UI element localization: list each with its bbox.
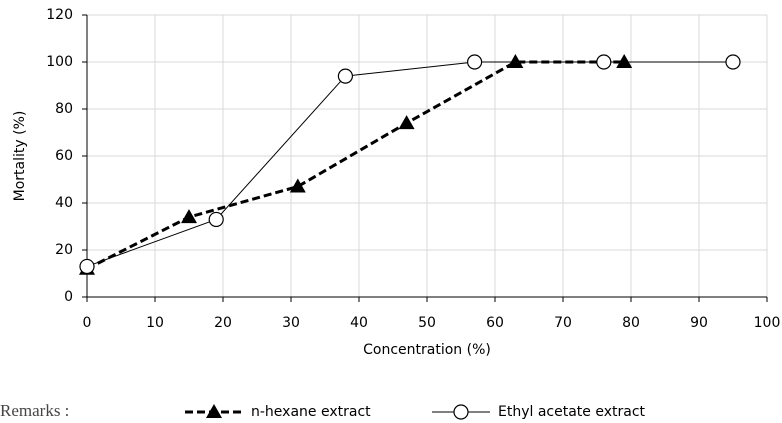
legend-title: Remarks : [0, 401, 69, 420]
data-point [181, 209, 197, 224]
series-line [86, 61, 733, 267]
x-tick-label: 20 [214, 315, 232, 331]
data-point [79, 258, 95, 275]
data-point [725, 54, 741, 70]
x-tick-label: 80 [622, 315, 640, 331]
y-tick-label: 120 [46, 7, 73, 23]
y-tick-label: 40 [55, 195, 73, 211]
x-tick-label: 100 [754, 315, 781, 331]
y-axis-label: Mortality (%) [12, 111, 28, 202]
y-tick-label: 0 [64, 289, 73, 305]
data-point [208, 211, 224, 228]
data-point [398, 115, 415, 130]
data-point [289, 178, 306, 193]
data-point [616, 54, 633, 68]
x-tick-label: 90 [690, 315, 708, 331]
x-tick-label: 70 [554, 315, 572, 331]
legend-label: n-hexane extract [251, 404, 371, 420]
x-tick-label: 10 [146, 315, 164, 331]
legend-label: Ethyl acetate extract [498, 404, 646, 420]
y-tick-label: 20 [55, 242, 73, 258]
data-point [467, 54, 483, 70]
series-line [86, 60, 625, 271]
data-point [337, 68, 353, 84]
x-tick-label: 30 [282, 315, 300, 331]
y-tick-label: 100 [46, 54, 73, 70]
x-tick-label: 50 [418, 315, 436, 331]
x-tick-label: 40 [350, 315, 368, 331]
x-axis-label: Concentration (%) [363, 342, 491, 358]
data-point [596, 54, 612, 70]
x-tick-label: 0 [83, 315, 92, 331]
x-tick-label: 60 [486, 315, 504, 331]
legend-marker [453, 404, 469, 420]
y-tick-label: 60 [55, 148, 73, 164]
y-tick-label: 80 [55, 101, 73, 117]
legend-marker [206, 404, 222, 418]
data-point [507, 54, 524, 68]
